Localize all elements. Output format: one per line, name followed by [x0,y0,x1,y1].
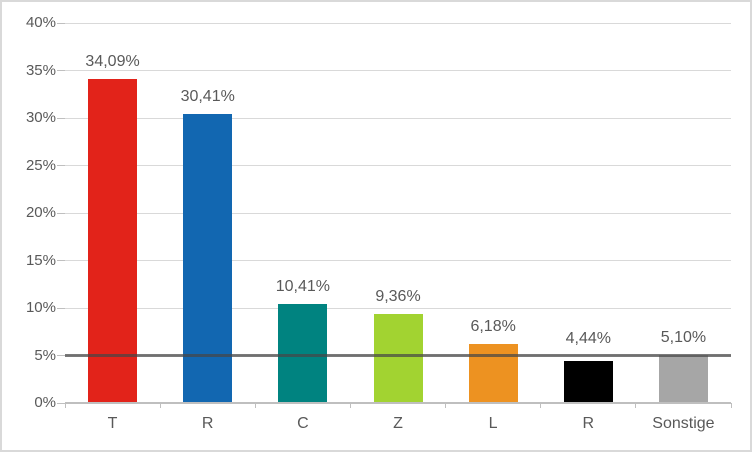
bar [88,79,138,403]
x-tick-mark [254,403,256,408]
x-tick-mark [540,403,542,408]
bar-value-label: 5,10% [660,328,707,346]
x-tick-mark [349,403,351,408]
bar-value-label: 30,41% [180,88,235,106]
bar-value-label: 4,44% [565,329,611,347]
x-axis-label: R [201,415,214,432]
y-tick-label: 30% [25,109,56,126]
y-tick-mark [57,165,65,166]
y-tick-label: 5% [34,346,56,364]
x-tick-mark [730,403,732,408]
bar-value-label: 34,09% [85,53,140,71]
bar [563,360,613,403]
y-tick-label: 0% [34,394,56,411]
y-tick-mark [57,260,65,261]
threshold-line [65,354,731,357]
x-axis-label: R [582,415,595,432]
x-axis-label: C [297,415,309,432]
y-tick-label: 40% [25,14,56,31]
x-axis-label: Z [393,415,403,432]
gridline [65,307,731,309]
gridline [65,260,731,261]
y-tick-mark [57,355,65,356]
bar [278,304,328,403]
bar [373,314,423,403]
y-tick-label: 20% [25,204,56,221]
y-tick-mark [57,402,65,404]
x-axis-label: Sonstige [652,415,715,432]
y-tick-label: 10% [25,299,56,316]
y-tick-mark [57,212,65,214]
y-tick-label: 35% [25,61,56,79]
gridline [65,117,731,119]
y-tick-label: 25% [25,156,56,174]
bar [658,354,708,403]
gridline [65,70,731,71]
bar-value-label: 9,36% [375,288,421,306]
bar-value-label: 10,41% [275,278,330,296]
x-axis-line [65,402,731,404]
y-tick-mark [57,307,65,309]
bar [183,114,233,403]
gridline [65,165,731,166]
gridline [65,22,731,24]
y-tick-mark [57,70,65,71]
gridline [65,212,731,214]
x-axis-label: T [107,415,118,432]
y-tick-mark [57,117,65,119]
x-tick-mark [64,403,66,408]
bar-value-label: 6,18% [470,318,516,336]
x-tick-mark [635,403,637,408]
x-tick-mark [445,403,447,408]
x-axis-label: L [488,415,498,432]
y-tick-mark [57,22,65,24]
x-tick-mark [159,403,161,408]
y-tick-label: 15% [25,251,56,269]
